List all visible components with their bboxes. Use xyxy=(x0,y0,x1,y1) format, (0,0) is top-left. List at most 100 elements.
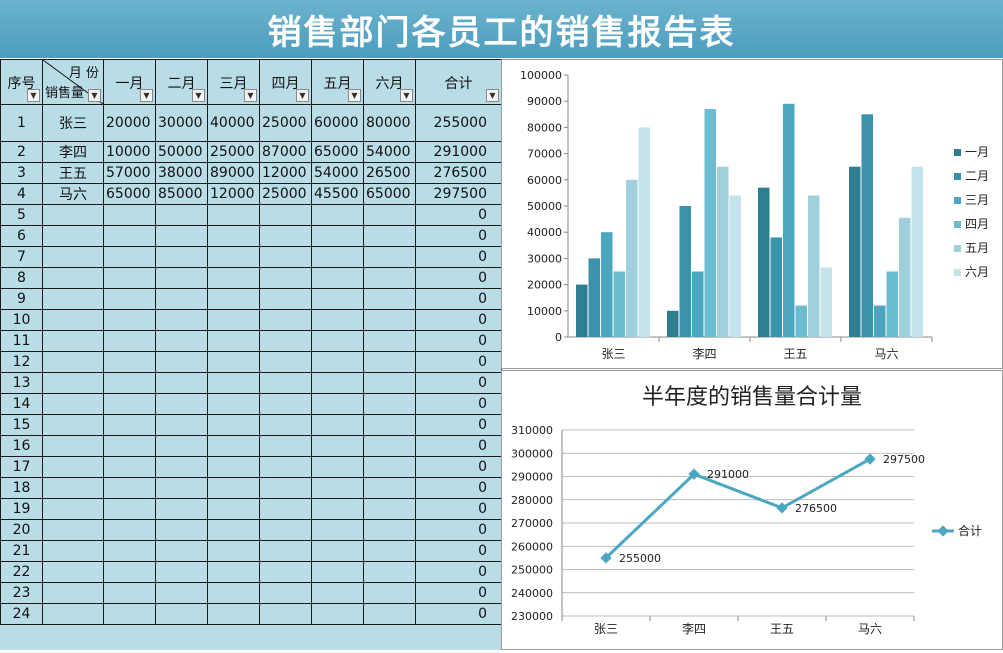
cell-total[interactable]: 0 xyxy=(415,561,502,583)
cell-month-value[interactable] xyxy=(207,414,260,436)
cell-month-value[interactable] xyxy=(155,330,208,352)
cell-month-value[interactable] xyxy=(259,225,312,247)
cell-name[interactable] xyxy=(42,456,104,478)
cell-month-value[interactable] xyxy=(103,456,156,478)
cell-month-value[interactable]: 25000 xyxy=(259,104,312,142)
cell-month-value[interactable] xyxy=(155,204,208,226)
cell-month-value[interactable] xyxy=(103,477,156,499)
cell-month-value[interactable] xyxy=(155,498,208,520)
cell-month-value[interactable] xyxy=(259,477,312,499)
cell-month-value[interactable] xyxy=(155,246,208,268)
cell-month-value[interactable] xyxy=(103,267,156,289)
cell-month-value[interactable] xyxy=(155,309,208,331)
cell-month-value[interactable]: 89000 xyxy=(207,162,260,184)
cell-month-value[interactable] xyxy=(311,456,364,478)
cell-name[interactable] xyxy=(42,351,104,373)
cell-month-value[interactable]: 25000 xyxy=(259,183,312,205)
cell-name[interactable]: 马六 xyxy=(42,183,104,205)
cell-month-value[interactable] xyxy=(103,288,156,310)
cell-month-value[interactable] xyxy=(363,330,416,352)
cell-month-value[interactable] xyxy=(207,330,260,352)
cell-month-value[interactable] xyxy=(259,330,312,352)
cell-month-value[interactable] xyxy=(155,477,208,499)
cell-name[interactable] xyxy=(42,204,104,226)
cell-month-value[interactable] xyxy=(311,288,364,310)
header-month-3[interactable]: 三月 ▼ xyxy=(207,59,260,105)
cell-month-value[interactable] xyxy=(103,582,156,604)
cell-month-value[interactable] xyxy=(259,288,312,310)
cell-name[interactable] xyxy=(42,246,104,268)
cell-month-value[interactable]: 65000 xyxy=(363,183,416,205)
cell-month-value[interactable] xyxy=(207,309,260,331)
cell-name[interactable] xyxy=(42,288,104,310)
cell-name[interactable] xyxy=(42,498,104,520)
cell-month-value[interactable]: 65000 xyxy=(311,141,364,163)
cell-month-value[interactable] xyxy=(259,351,312,373)
cell-month-value[interactable] xyxy=(363,225,416,247)
cell-total[interactable]: 0 xyxy=(415,603,502,625)
cell-month-value[interactable] xyxy=(207,435,260,457)
cell-month-value[interactable] xyxy=(363,372,416,394)
cell-seq[interactable]: 10 xyxy=(0,309,43,331)
cell-month-value[interactable] xyxy=(311,477,364,499)
cell-month-value[interactable] xyxy=(363,435,416,457)
cell-month-value[interactable] xyxy=(311,204,364,226)
cell-month-value[interactable] xyxy=(363,393,416,415)
cell-month-value[interactable]: 12000 xyxy=(207,183,260,205)
cell-month-value[interactable] xyxy=(155,414,208,436)
cell-month-value[interactable] xyxy=(207,603,260,625)
cell-month-value[interactable] xyxy=(103,561,156,583)
cell-name[interactable] xyxy=(42,477,104,499)
cell-month-value[interactable] xyxy=(207,456,260,478)
cell-total[interactable]: 0 xyxy=(415,330,502,352)
cell-month-value[interactable]: 65000 xyxy=(103,183,156,205)
cell-month-value[interactable] xyxy=(311,225,364,247)
cell-seq[interactable]: 19 xyxy=(0,498,43,520)
header-month-2[interactable]: 二月 ▼ xyxy=(155,59,208,105)
cell-total[interactable]: 0 xyxy=(415,519,502,541)
cell-month-value[interactable] xyxy=(207,477,260,499)
cell-total[interactable]: 0 xyxy=(415,372,502,394)
cell-month-value[interactable] xyxy=(363,582,416,604)
cell-month-value[interactable] xyxy=(207,288,260,310)
cell-total[interactable]: 0 xyxy=(415,246,502,268)
cell-month-value[interactable] xyxy=(259,456,312,478)
cell-month-value[interactable] xyxy=(103,330,156,352)
cell-seq[interactable]: 12 xyxy=(0,351,43,373)
cell-month-value[interactable] xyxy=(363,351,416,373)
cell-total[interactable]: 291000 xyxy=(415,141,502,163)
cell-month-value[interactable] xyxy=(259,309,312,331)
cell-month-value[interactable] xyxy=(155,372,208,394)
cell-month-value[interactable] xyxy=(363,561,416,583)
cell-month-value[interactable] xyxy=(311,540,364,562)
header-total[interactable]: 合计 ▼ xyxy=(415,59,502,105)
cell-month-value[interactable] xyxy=(363,246,416,268)
cell-month-value[interactable]: 54000 xyxy=(311,162,364,184)
cell-total[interactable]: 0 xyxy=(415,498,502,520)
cell-month-value[interactable] xyxy=(311,246,364,268)
cell-seq[interactable]: 17 xyxy=(0,456,43,478)
cell-month-value[interactable] xyxy=(155,519,208,541)
cell-total[interactable]: 276500 xyxy=(415,162,502,184)
cell-month-value[interactable]: 54000 xyxy=(363,141,416,163)
cell-month-value[interactable] xyxy=(363,477,416,499)
cell-month-value[interactable] xyxy=(207,225,260,247)
total-line-chart[interactable]: 半年度的销售量合计量 230000 240000 250000 260000 270000… xyxy=(501,370,1003,650)
cell-month-value[interactable] xyxy=(207,393,260,415)
cell-month-value[interactable] xyxy=(207,372,260,394)
cell-month-value[interactable] xyxy=(103,603,156,625)
cell-month-value[interactable] xyxy=(311,519,364,541)
cell-month-value[interactable] xyxy=(155,561,208,583)
cell-month-value[interactable] xyxy=(259,267,312,289)
cell-seq[interactable]: 2 xyxy=(0,141,43,163)
cell-name[interactable] xyxy=(42,414,104,436)
cell-month-value[interactable] xyxy=(311,603,364,625)
cell-seq[interactable]: 1 xyxy=(0,104,43,142)
cell-month-value[interactable] xyxy=(155,393,208,415)
cell-month-value[interactable]: 57000 xyxy=(103,162,156,184)
cell-seq[interactable]: 3 xyxy=(0,162,43,184)
cell-seq[interactable]: 23 xyxy=(0,582,43,604)
cell-month-value[interactable]: 60000 xyxy=(311,104,364,142)
cell-seq[interactable]: 7 xyxy=(0,246,43,268)
cell-month-value[interactable] xyxy=(207,519,260,541)
